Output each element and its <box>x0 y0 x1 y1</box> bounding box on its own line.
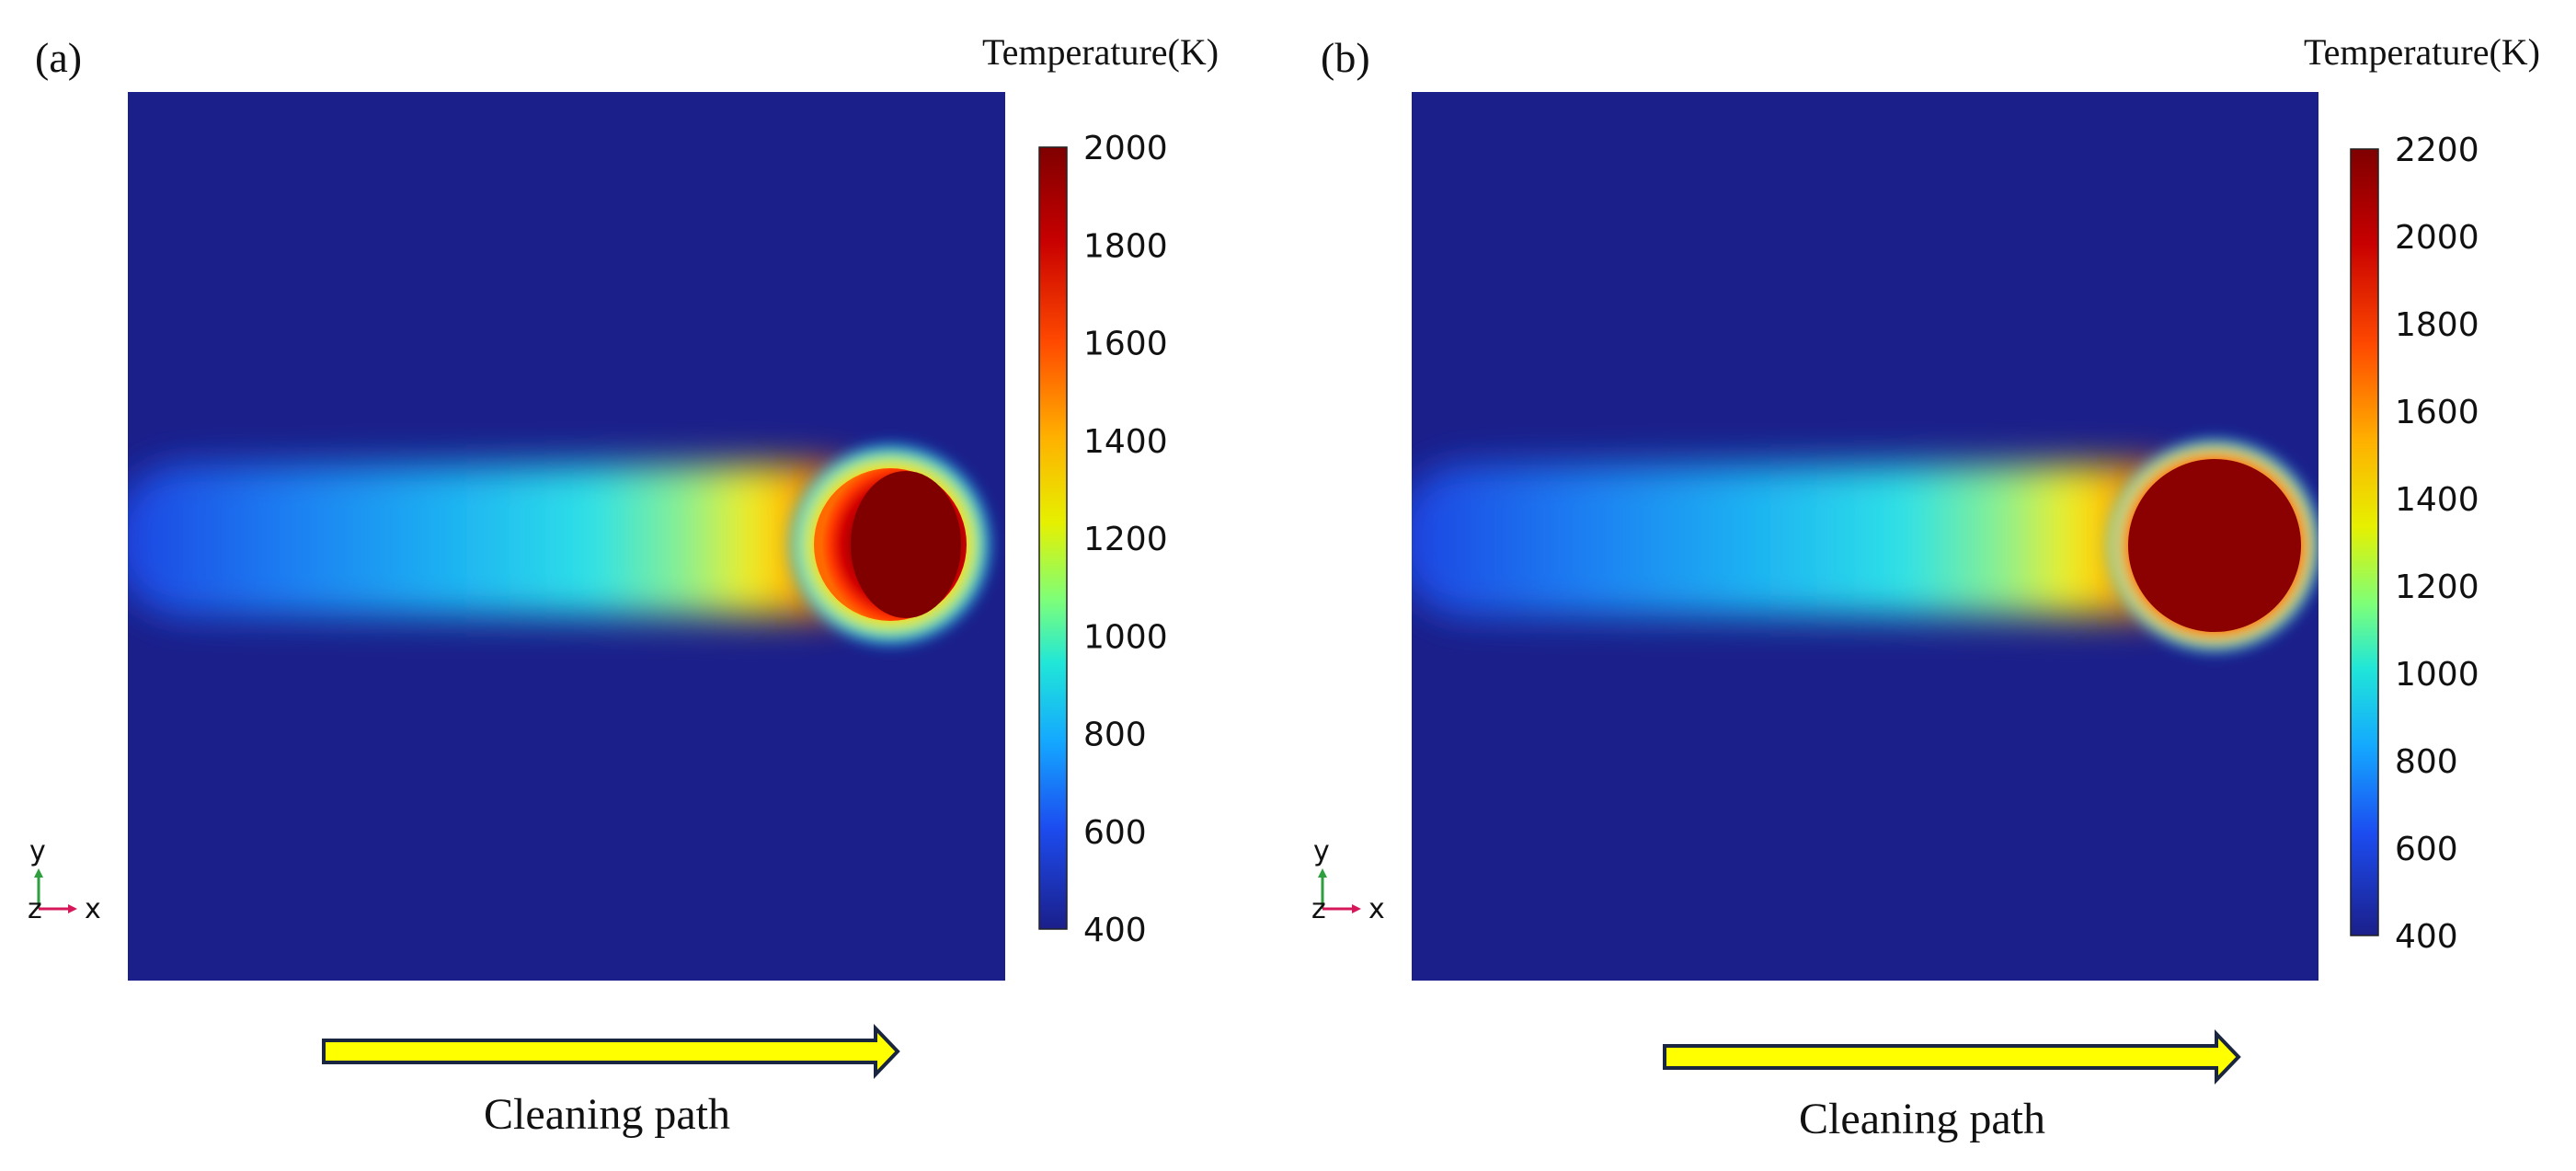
colorbar-tick-label-b: 1200 <box>2395 568 2479 606</box>
panel-label-b: (b) <box>1321 34 1370 81</box>
colorbar-tick-label-b: 1600 <box>2395 394 2479 431</box>
axis-y-arrow-b <box>1318 868 1327 878</box>
colorbar-tick-label-a: 400 <box>1083 912 1147 949</box>
axis-x-label-a: x <box>85 893 101 925</box>
melt-core-center-a <box>851 471 961 618</box>
colorbar-tick-label-a: 1000 <box>1083 618 1168 656</box>
axis-y-label-a: y <box>29 835 46 867</box>
axis-z-label-a: z <box>28 893 42 925</box>
axis-x-label-b: x <box>1368 893 1385 925</box>
colorbar-b: Temperature(K) 2200 2000 1800 1600 1400 1200 1… <box>2304 31 2540 956</box>
axis-triad-a: y z x <box>28 835 101 925</box>
axis-x-arrow-b <box>1352 904 1361 913</box>
colorbar-tick-label-a: 1400 <box>1083 423 1168 461</box>
colorbar-tick-label-a: 600 <box>1083 814 1147 852</box>
panel-a: (a) y z x Temperature(K) 2000 1800 1600 140… <box>28 31 1219 1139</box>
colorbar-tick-label-b: 2000 <box>2395 219 2479 257</box>
cleaning-path-arrow-a <box>322 1024 900 1079</box>
colorbar-tick-label-b: 600 <box>2395 831 2458 868</box>
colorbar-tick-label-a: 1600 <box>1083 326 1168 363</box>
axis-y-arrow-a <box>34 868 43 878</box>
panel-label-a: (a) <box>35 34 82 81</box>
colorbar-ticks-b: 2200 2000 1800 1600 1400 1200 1000 800 600 400 <box>2395 132 2479 956</box>
colorbar-scale-b <box>2350 148 2379 936</box>
colorbar-tick-label-b: 1800 <box>2395 306 2479 344</box>
panel-b: (b) y z x Temperature(K) 2200 2000 1800 160… <box>1311 31 2540 1143</box>
colorbar-tick-label-b: 1400 <box>2395 481 2479 519</box>
colorbar-a: Temperature(K) 2000 1800 1600 1400 1200 1000 8… <box>982 31 1219 949</box>
colorbar-tick-label-b: 1000 <box>2395 656 2479 694</box>
colorbar-scale-a <box>1038 146 1068 930</box>
axis-z-label-b: z <box>1311 893 1326 925</box>
colorbar-tick-label-a: 1800 <box>1083 227 1168 265</box>
path-label-b: Cleaning path <box>1799 1095 2045 1143</box>
colorbar-tick-label-a: 800 <box>1083 717 1147 754</box>
colorbar-tick-label-b: 2200 <box>2395 132 2479 169</box>
temperature-field-a <box>128 92 1005 981</box>
path-label-a: Cleaning path <box>484 1090 730 1139</box>
colorbar-tick-label-a: 2000 <box>1083 130 1168 167</box>
arrow-shape-b <box>1663 1029 2241 1085</box>
axis-triad-b: y z x <box>1311 835 1385 925</box>
colorbar-tick-label-b: 800 <box>2395 743 2458 781</box>
cleaning-path-arrow-b <box>1663 1029 2241 1085</box>
heat-trail-b <box>1412 465 2221 616</box>
colorbar-ticks-a: 2000 1800 1600 1400 1200 1000 800 600 400 <box>1083 130 1168 949</box>
arrow-shape-a <box>322 1024 900 1079</box>
colorbar-tick-label-b: 400 <box>2395 918 2458 956</box>
colorbar-title-b: Temperature(K) <box>2304 31 2540 73</box>
temperature-field-b <box>1412 92 2318 981</box>
axis-x-arrow-a <box>68 904 77 913</box>
melt-core-b <box>2128 459 2301 632</box>
colorbar-tick-label-a: 1200 <box>1083 521 1168 558</box>
colorbar-title-a: Temperature(K) <box>982 31 1219 73</box>
heat-trail-a <box>128 465 892 616</box>
axis-y-label-b: y <box>1313 835 1330 867</box>
